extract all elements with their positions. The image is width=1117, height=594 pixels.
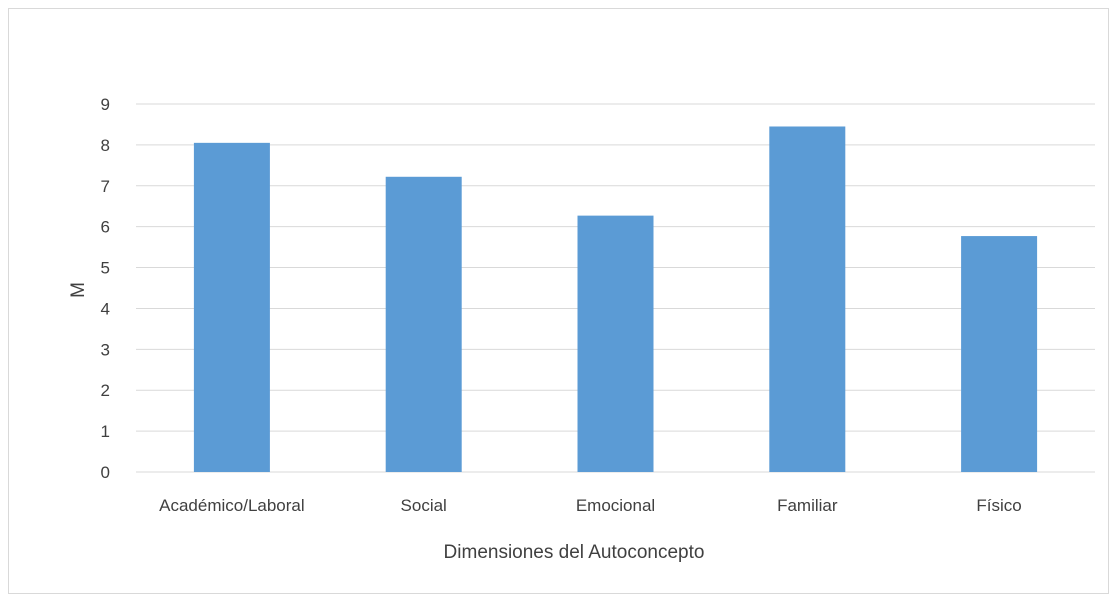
bars — [193, 126, 1038, 473]
y-axis-ticks: 0 1 2 3 4 5 6 7 8 9 — [101, 95, 110, 482]
chart-frame — [8, 8, 1109, 594]
bar — [769, 126, 846, 472]
y-tick-label: 7 — [101, 177, 110, 196]
bar — [961, 236, 1038, 472]
y-tick-label: 2 — [101, 381, 110, 400]
y-tick-label: 5 — [101, 259, 110, 278]
y-axis-title: M — [68, 282, 89, 298]
x-tick-label: Emocional — [576, 496, 655, 515]
x-tick-label: Social — [401, 496, 447, 515]
y-tick-label: 6 — [101, 218, 110, 237]
y-tick-label: 0 — [101, 463, 110, 482]
y-tick-label: 8 — [101, 136, 110, 155]
x-axis-title: Dimensiones del Autoconcepto — [444, 542, 705, 563]
y-tick-label: 3 — [101, 340, 110, 359]
x-axis-ticks: Académico/Laboral Social Emocional Familiar… — [159, 496, 1022, 515]
bar — [193, 142, 270, 472]
x-tick-label: Físico — [976, 496, 1021, 515]
y-tick-label: 1 — [101, 422, 110, 441]
x-tick-label: Familiar — [777, 496, 838, 515]
y-tick-label: 9 — [101, 95, 110, 114]
bar — [577, 215, 654, 473]
x-tick-label: Académico/Laboral — [159, 496, 305, 515]
gridlines — [136, 103, 1095, 473]
bar — [385, 176, 462, 472]
y-tick-label: 4 — [101, 299, 110, 318]
